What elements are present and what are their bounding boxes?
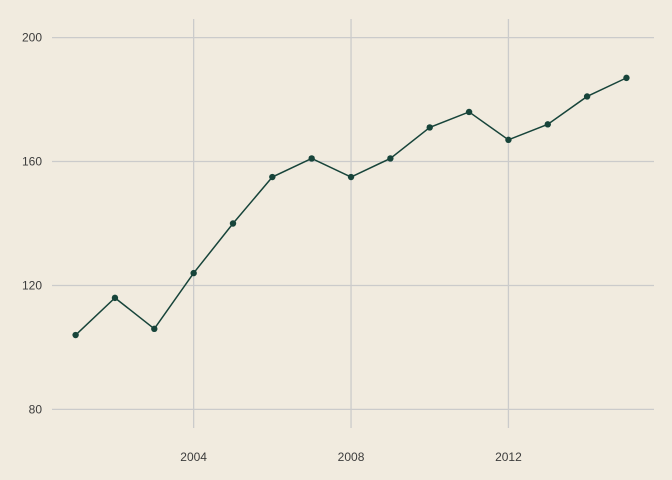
x-tick-label: 2012 (495, 450, 522, 464)
data-point (505, 136, 512, 144)
y-tick-label: 80 (29, 402, 43, 416)
y-tick-label: 120 (22, 278, 42, 292)
data-point (426, 124, 433, 131)
data-point (229, 220, 237, 227)
y-tick-label: 200 (22, 31, 42, 45)
data-point (72, 331, 79, 339)
y-tick-label: 160 (22, 155, 42, 169)
data-point (269, 173, 276, 181)
data-point (111, 294, 119, 302)
series-layer (72, 74, 630, 339)
data-point (308, 155, 315, 162)
data-point (190, 269, 197, 277)
data-point (151, 325, 158, 333)
data-point (583, 93, 591, 100)
x-tick-label: 2004 (180, 450, 207, 464)
tick-layer: 80 120 160 200 2004 2008 2012 (22, 31, 522, 464)
data-point (465, 108, 473, 116)
data-point (623, 74, 630, 82)
x-tick-label: 2008 (338, 450, 365, 464)
data-point (347, 173, 355, 181)
grid-layer (52, 19, 654, 428)
data-point (544, 121, 551, 128)
data-point (387, 155, 394, 162)
